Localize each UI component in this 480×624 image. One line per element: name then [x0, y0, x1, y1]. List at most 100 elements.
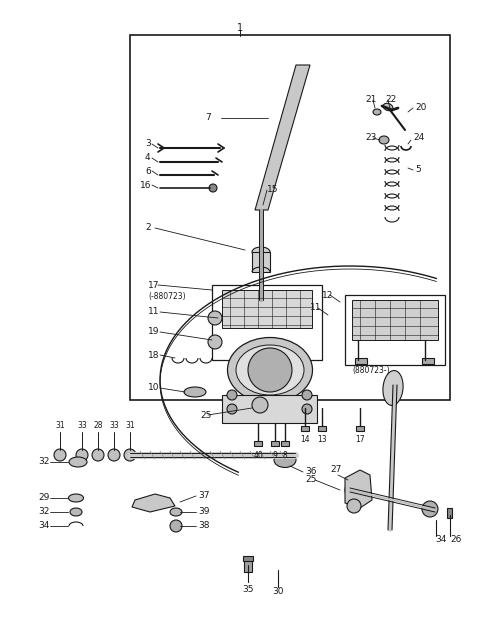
Bar [356, 426, 364, 431]
Circle shape [124, 449, 136, 461]
Text: (880723-): (880723-) [352, 366, 390, 374]
Text: (-880723): (-880723) [148, 291, 186, 301]
Bar [318, 426, 326, 431]
Ellipse shape [252, 247, 270, 257]
Polygon shape [132, 494, 175, 512]
Text: 9: 9 [273, 451, 277, 459]
Text: 32: 32 [38, 457, 49, 467]
Text: 33: 33 [77, 421, 87, 431]
Text: 11: 11 [148, 308, 159, 316]
Text: 36: 36 [305, 467, 316, 477]
Circle shape [227, 390, 237, 400]
Bar [422, 358, 434, 364]
Text: 16: 16 [140, 180, 152, 190]
Circle shape [422, 501, 438, 517]
Text: 32: 32 [38, 507, 49, 517]
Bar [130, 35, 450, 400]
Bar [352, 300, 438, 340]
Ellipse shape [170, 508, 182, 516]
Circle shape [252, 397, 268, 413]
Ellipse shape [383, 104, 393, 110]
Bar [222, 395, 317, 423]
Text: 35: 35 [242, 585, 254, 595]
Circle shape [248, 348, 292, 392]
Text: 24: 24 [413, 134, 424, 142]
Text: 23: 23 [365, 134, 376, 142]
Text: 33: 33 [109, 421, 119, 431]
Text: 7: 7 [205, 114, 211, 122]
Text: 34: 34 [435, 535, 446, 545]
Text: 17: 17 [148, 281, 159, 290]
Circle shape [208, 311, 222, 325]
Text: 3: 3 [145, 140, 151, 149]
Text: 17: 17 [355, 436, 365, 444]
Bar [243, 556, 253, 561]
Text: 34: 34 [38, 522, 49, 530]
Ellipse shape [69, 457, 87, 467]
Text: 25: 25 [200, 411, 211, 419]
Ellipse shape [69, 494, 84, 502]
Text: 10: 10 [148, 384, 159, 392]
Bar [212, 285, 322, 360]
Text: 22: 22 [385, 95, 396, 104]
Bar [447, 508, 452, 518]
Text: 38: 38 [198, 522, 209, 530]
Text: 39: 39 [198, 507, 209, 517]
Text: 11: 11 [310, 303, 322, 313]
Ellipse shape [236, 345, 304, 395]
Text: 1: 1 [237, 23, 243, 33]
Bar [301, 426, 309, 431]
Circle shape [302, 404, 312, 414]
Text: 25: 25 [305, 475, 316, 484]
Text: 30: 30 [272, 588, 284, 597]
Text: 37: 37 [198, 492, 209, 500]
Circle shape [76, 449, 88, 461]
Text: 27: 27 [330, 466, 341, 474]
Circle shape [347, 499, 361, 513]
Text: 29: 29 [38, 494, 49, 502]
Text: 5: 5 [415, 165, 421, 175]
Circle shape [92, 449, 104, 461]
Bar [244, 560, 252, 572]
Ellipse shape [379, 136, 389, 144]
Ellipse shape [228, 338, 312, 402]
Ellipse shape [184, 387, 206, 397]
Text: 28: 28 [93, 421, 103, 431]
Text: 20: 20 [415, 104, 426, 112]
Bar [345, 295, 445, 365]
Text: 2: 2 [145, 223, 151, 233]
Circle shape [208, 335, 222, 349]
Text: 31: 31 [125, 421, 135, 431]
Text: 14: 14 [300, 436, 310, 444]
Text: 21: 21 [365, 95, 376, 104]
Polygon shape [345, 470, 372, 508]
Circle shape [345, 480, 365, 500]
Text: 13: 13 [317, 436, 327, 444]
Polygon shape [255, 65, 310, 210]
Ellipse shape [274, 452, 296, 467]
Text: 18: 18 [148, 351, 159, 359]
Text: 12: 12 [322, 291, 334, 300]
Bar [254, 441, 262, 446]
Bar [281, 441, 289, 446]
Circle shape [108, 449, 120, 461]
Ellipse shape [70, 508, 82, 516]
Circle shape [302, 390, 312, 400]
Bar [271, 441, 279, 446]
Circle shape [227, 404, 237, 414]
Circle shape [54, 449, 66, 461]
Circle shape [170, 520, 182, 532]
Text: 26: 26 [450, 535, 461, 545]
Ellipse shape [383, 371, 403, 406]
Bar [252, 252, 270, 272]
Circle shape [209, 184, 217, 192]
Text: 6: 6 [145, 167, 151, 175]
Text: 31: 31 [55, 421, 65, 431]
Text: 40: 40 [253, 451, 263, 459]
Text: 8: 8 [283, 451, 288, 459]
Text: 4: 4 [145, 154, 151, 162]
Bar [355, 358, 367, 364]
Ellipse shape [373, 109, 381, 115]
Text: 15: 15 [267, 185, 278, 195]
Text: 19: 19 [148, 328, 159, 336]
